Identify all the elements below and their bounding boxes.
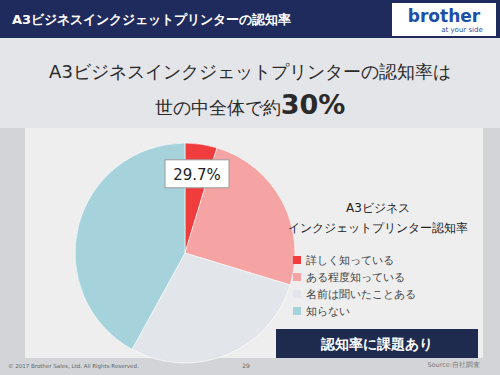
header-title: A3ビジネスインクジェットプリンターの認知率 <box>12 12 291 27</box>
legend-swatch <box>293 290 301 298</box>
chart-title: A3ビジネス <box>346 201 410 215</box>
headline-area <box>0 38 500 128</box>
headline-emphasis: 30% <box>281 89 346 120</box>
header-bar <box>0 0 500 38</box>
chart-title: インクジェットプリンター認知率 <box>288 221 468 235</box>
legend-label: 詳しく知っている <box>306 254 394 266</box>
legend-swatch <box>293 273 301 281</box>
legend-label: ある程度知っている <box>306 271 405 283</box>
logo: brother <box>408 6 481 26</box>
legend-swatch <box>293 256 301 264</box>
page-number: 29 <box>242 362 250 369</box>
logo-tagline: at your side <box>441 26 483 34</box>
headline-text: 世の中全体で約 <box>155 97 281 118</box>
slide: A3ビジネスインクジェットプリンターの認知率 brotherat your sid… <box>0 0 500 375</box>
annotation: 29.7% <box>173 166 221 184</box>
headline: A3ビジネスインクジェットプリンターの認知率は <box>49 61 451 82</box>
legend-label: 知らない <box>306 305 350 317</box>
logo-box <box>392 3 496 36</box>
source: Source:自社調査 <box>427 361 480 369</box>
annotation-box <box>165 160 229 188</box>
copyright: © 2017 Brother Sales, Ltd. All Rights Re… <box>8 363 139 370</box>
legend-label: 名前は聞いたことある <box>306 288 416 300</box>
callout: 認知率に課題あり <box>320 336 433 352</box>
headline-line2: 世の中全体で約30% <box>155 89 346 120</box>
callout-box <box>276 329 478 358</box>
pie <box>75 143 295 363</box>
legend-swatch <box>293 307 301 315</box>
background <box>0 0 500 375</box>
